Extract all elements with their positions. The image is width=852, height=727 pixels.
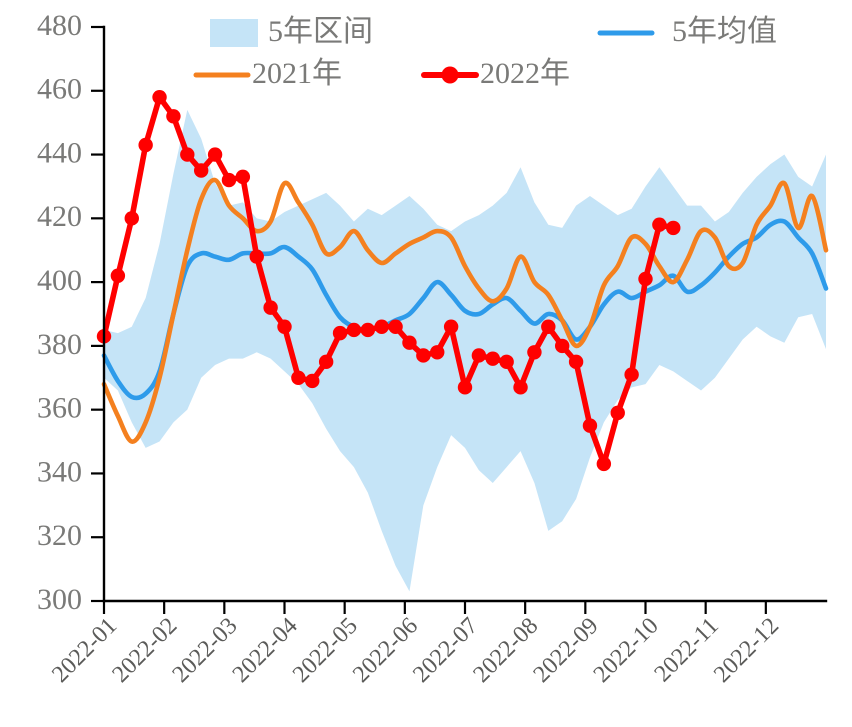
x-tick-label: 2022-05: [288, 613, 363, 688]
data-point-marker: [332, 325, 348, 341]
data-point-marker: [305, 373, 320, 389]
x-tick-label: 2022-10: [589, 613, 664, 688]
data-point-marker: [346, 322, 362, 338]
data-point-marker: [360, 322, 376, 338]
y-tick-label: 340: [37, 455, 82, 488]
data-point-marker: [166, 109, 181, 124]
data-point-marker: [249, 249, 264, 264]
data-point-marker: [499, 354, 514, 370]
legend-label: 2022年: [480, 57, 570, 90]
x-tick-label: 2022-07: [408, 613, 483, 688]
y-tick-label: 360: [37, 392, 82, 425]
data-point-marker: [513, 380, 528, 395]
data-point-marker: [416, 348, 431, 363]
y-tick-label: 480: [37, 9, 82, 42]
x-tick-label: 2022-06: [348, 613, 423, 688]
legend-swatch-marker: [441, 66, 459, 84]
data-point-marker: [124, 211, 139, 226]
data-point-marker: [568, 354, 584, 370]
data-point-marker: [193, 163, 209, 178]
legend-item[interactable]: 2021年: [193, 57, 342, 90]
data-point-marker: [180, 147, 195, 162]
data-point-marker: [541, 319, 556, 334]
data-point-marker: [471, 348, 487, 363]
data-point-marker: [110, 268, 126, 283]
data-point-marker: [638, 271, 653, 287]
x-tick-label: 2022-12: [709, 613, 784, 688]
y-tick-label: 300: [37, 583, 82, 616]
legend-item[interactable]: 5年区间: [210, 15, 373, 48]
data-point-marker: [430, 345, 445, 360]
x-axis-ticks: 2022-012022-022022-032022-042022-052022-…: [47, 601, 784, 688]
x-tick-label: 2022-08: [468, 613, 543, 688]
data-point-marker: [277, 319, 292, 334]
data-point-marker: [527, 345, 542, 360]
legend-item[interactable]: 2022年: [421, 57, 570, 90]
legend-label: 5年区间: [268, 15, 373, 48]
year-2022-line: [96, 89, 681, 472]
year-2021-line-path: [101, 177, 829, 444]
data-point-marker: [624, 367, 639, 382]
band-area-path: [104, 109, 826, 592]
y-axis-ticks: 300 320 340 360 380 400 420 440 460 480: [37, 9, 104, 616]
data-point-marker: [235, 169, 251, 185]
five-year-range-band: [104, 109, 826, 592]
legend-label: 5年均值: [672, 15, 777, 48]
y-tick-label: 420: [37, 200, 82, 233]
x-tick-label: 2022-02: [107, 613, 182, 688]
data-point-marker: [457, 380, 473, 395]
y-tick-label: 380: [37, 328, 82, 361]
data-point-marker: [152, 89, 167, 105]
data-point-marker: [582, 418, 598, 433]
x-tick-label: 2022-04: [228, 613, 303, 688]
x-tick-label: 2022-11: [650, 613, 724, 687]
data-point-marker: [610, 405, 625, 421]
y-tick-label: 440: [37, 136, 82, 169]
data-point-marker: [666, 220, 681, 236]
legend-label: 2021年: [252, 57, 342, 90]
y-tick-label: 460: [37, 73, 82, 106]
chart-legend: 5年区间 5年均值 2021年 2022年: [193, 15, 777, 90]
data-point-marker: [554, 338, 570, 354]
data-point-marker: [388, 319, 403, 334]
year-2021-line: [101, 177, 829, 444]
average-line-path: [101, 218, 829, 401]
data-point-marker: [207, 147, 223, 162]
data-point-marker: [291, 370, 306, 385]
legend-swatch-area: [210, 19, 258, 47]
data-point-marker: [263, 300, 278, 315]
y-tick-label: 320: [37, 519, 82, 552]
data-point-marker: [443, 319, 459, 334]
y-tick-label: 400: [37, 264, 82, 297]
x-tick-label: 2022-01: [47, 613, 122, 688]
data-point-marker: [652, 217, 667, 232]
data-point-marker: [221, 172, 237, 188]
five-year-average-line: [101, 218, 829, 401]
data-point-marker: [138, 137, 153, 153]
data-point-marker: [485, 351, 500, 366]
x-tick-label: 2022-09: [529, 613, 604, 688]
x-tick-label: 2022-03: [168, 613, 243, 688]
data-point-marker: [596, 456, 612, 472]
data-point-marker: [318, 354, 334, 370]
legend-item[interactable]: 5年均值: [597, 15, 777, 48]
data-point-marker: [374, 319, 389, 334]
data-point-marker: [402, 335, 417, 350]
